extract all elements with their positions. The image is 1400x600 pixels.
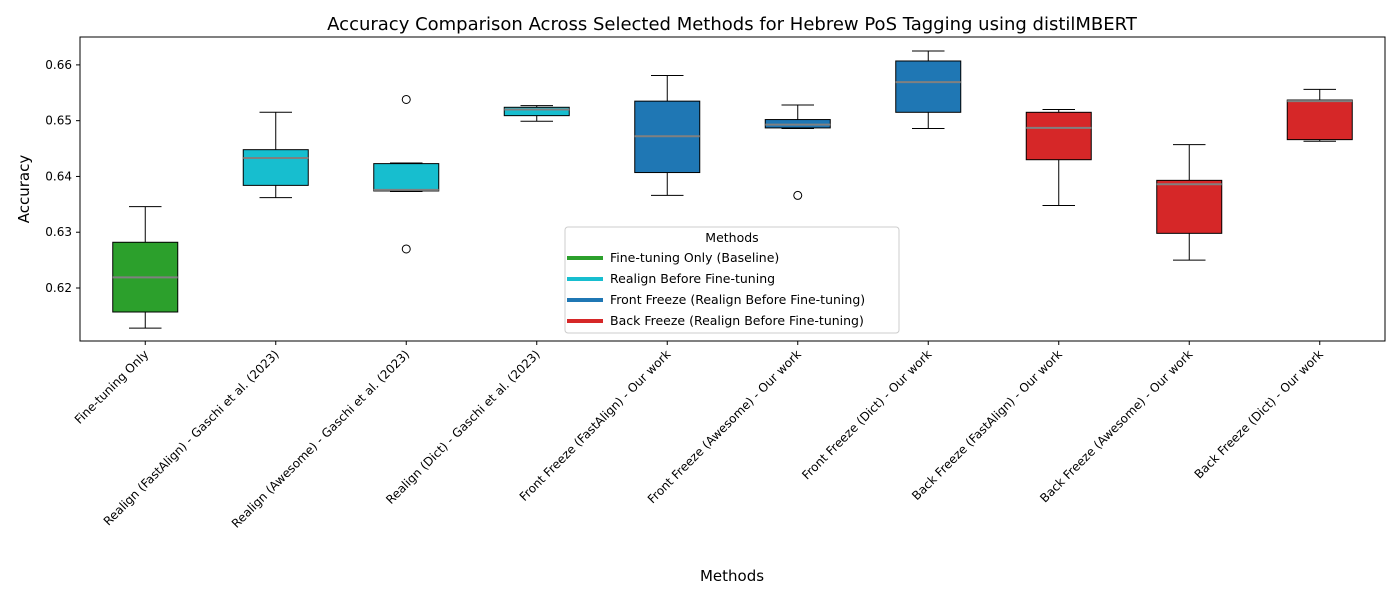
box-body: [895, 60, 962, 113]
y-axis-title: Accuracy: [15, 155, 33, 224]
legend-entry: Back Freeze (Realign Before Fine-tuning): [567, 313, 864, 328]
legend: Methods Fine-tuning Only (Baseline) Reali…: [564, 226, 900, 334]
box-6: [764, 104, 831, 200]
legend-title: Methods: [705, 230, 758, 245]
legend-frame: [564, 226, 900, 334]
box-3: [373, 94, 440, 254]
box-body: [1156, 179, 1223, 234]
x-axis-title: Methods: [700, 567, 764, 585]
box-2: [242, 111, 309, 199]
outlier-point: [401, 244, 411, 254]
legend-entry: Front Freeze (Realign Before Fine-tuning…: [567, 292, 865, 307]
legend-label: Realign Before Fine-tuning: [610, 271, 775, 286]
outlier-point: [401, 94, 411, 104]
legend-label: Front Freeze (Realign Before Fine-tuning…: [610, 292, 865, 307]
box-body: [1286, 99, 1353, 141]
y-tick-label: 0.65: [45, 114, 72, 128]
y-tick-label: 0.63: [45, 225, 72, 239]
legend-label: Back Freeze (Realign Before Fine-tuning): [610, 313, 864, 328]
legend-entries: Fine-tuning Only (Baseline) Realign Befor…: [567, 250, 865, 328]
box-8: [1025, 109, 1092, 206]
boxes: [112, 50, 1353, 329]
y-tick-label: 0.62: [45, 281, 72, 295]
legend-label: Fine-tuning Only (Baseline): [610, 250, 779, 265]
y-tick-label: 0.64: [45, 169, 72, 183]
box-body: [503, 106, 570, 117]
chart-title: Accuracy Comparison Across Selected Meth…: [327, 14, 1138, 35]
box-9: [1156, 144, 1223, 261]
y-tick-label: 0.66: [45, 58, 72, 72]
outlier-point: [793, 190, 803, 200]
box-4: [503, 105, 570, 122]
box-10: [1286, 88, 1353, 142]
box-body: [1025, 111, 1092, 161]
legend-entry: Fine-tuning Only (Baseline): [567, 250, 779, 265]
box-5: [634, 74, 701, 196]
box-body: [242, 149, 309, 186]
box-1: [112, 206, 179, 329]
box-7: [895, 50, 962, 129]
y-axis: 0.62 0.63 0.64 0.65 0.66: [45, 58, 80, 295]
plot-area-frame: [79, 36, 1386, 342]
legend-entry: Realign Before Fine-tuning: [567, 271, 775, 286]
box-body: [373, 163, 440, 192]
